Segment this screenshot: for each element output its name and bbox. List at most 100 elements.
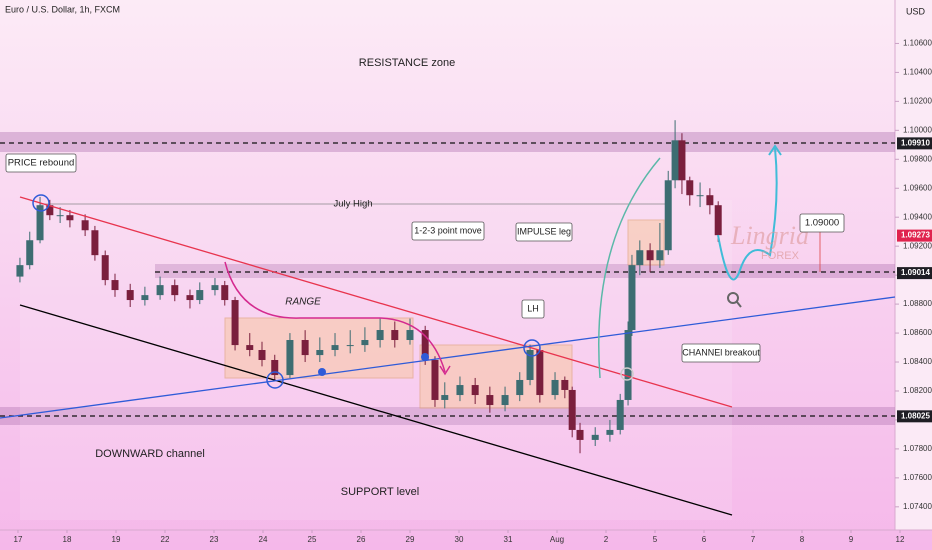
circle-marker <box>620 367 634 381</box>
price-tag-label: 1.09273 <box>901 231 930 240</box>
candle-body <box>316 350 324 356</box>
candle-body <box>376 330 384 341</box>
support-band <box>0 407 895 425</box>
candle-body <box>36 205 44 241</box>
y-tick-label: 1.09600 <box>903 183 932 192</box>
candle-body <box>81 220 89 231</box>
channel-bottom <box>19 304 733 516</box>
resistance-band <box>0 132 895 152</box>
x-tick-label: 7 <box>751 535 756 544</box>
projection-path <box>717 147 778 281</box>
annotation: 1.09000 <box>805 218 839 229</box>
candle-body <box>258 350 266 360</box>
candle-body <box>406 330 414 341</box>
y-tick-label: 1.09200 <box>903 241 932 250</box>
candle-body <box>286 340 294 376</box>
x-tick-label: 25 <box>308 535 317 544</box>
x-tick-label: 22 <box>161 535 170 544</box>
candle-body <box>221 285 229 301</box>
candle-body <box>536 350 544 396</box>
candle-body <box>26 240 34 266</box>
annotation: CHANNEl breakout <box>682 347 760 357</box>
annotation: RANGE <box>285 297 321 308</box>
y-tick-label: 1.08600 <box>903 328 932 337</box>
y-tick-label: 1.10600 <box>903 39 932 48</box>
candle-body <box>678 140 686 181</box>
candle-body <box>471 385 479 396</box>
x-tick-label: 8 <box>800 535 805 544</box>
x-tick-label: 24 <box>259 535 268 544</box>
curve-arrow <box>224 261 446 373</box>
candle-body <box>301 340 309 356</box>
candle-body <box>101 255 109 281</box>
candle-body <box>616 399 624 430</box>
x-tick-label: 12 <box>896 535 905 544</box>
candle-body <box>16 265 24 277</box>
y-tick-label: 1.07600 <box>903 473 932 482</box>
point <box>318 368 326 376</box>
candle-body <box>714 205 722 236</box>
x-tick-label: 29 <box>406 535 415 544</box>
label-box <box>5 153 77 173</box>
x-tick-label: 17 <box>14 535 23 544</box>
candle-body <box>156 285 164 296</box>
candle-body <box>246 345 254 351</box>
candle-body <box>671 140 679 181</box>
arrow-head <box>439 365 451 376</box>
candle-body <box>696 195 704 197</box>
annotation: July High <box>333 199 372 210</box>
label-box <box>799 213 845 233</box>
price-tag-label: 1.09014 <box>901 268 930 277</box>
annotation: RESISTANCE zone <box>359 57 455 69</box>
candle-body <box>568 389 576 430</box>
candle-body <box>646 250 654 261</box>
candle-body <box>361 340 369 346</box>
x-tick-label: 2 <box>604 535 609 544</box>
candle-body <box>331 345 339 351</box>
x-tick-label: 9 <box>849 535 854 544</box>
annotation: DOWNWARD channel <box>95 448 205 460</box>
x-tick-label: 31 <box>504 535 513 544</box>
candle-body <box>686 180 694 196</box>
y-tick-label: 1.07800 <box>903 444 932 453</box>
candle-body <box>391 330 399 341</box>
mid-band <box>155 264 895 278</box>
impulse-arrow <box>598 157 661 379</box>
price-tag <box>897 410 932 423</box>
annotation: 1-2-3 point move <box>414 225 482 235</box>
circle-marker <box>266 371 284 389</box>
candle-body <box>271 359 279 376</box>
label-box <box>521 299 545 319</box>
candle-body <box>141 295 149 301</box>
chart-title: Euro / U.S. Dollar, 1h, FXCM <box>5 4 120 14</box>
candle-body <box>551 379 559 396</box>
label-box <box>411 221 485 241</box>
candle-body <box>636 250 644 266</box>
x-tick-label: 5 <box>653 535 658 544</box>
y-tick-label: 1.07400 <box>903 502 932 511</box>
y-tick-label: 1.08400 <box>903 357 932 366</box>
candle-body <box>56 215 64 217</box>
annotation: LH <box>527 303 539 313</box>
x-tick-label: 18 <box>63 535 72 544</box>
candle-body <box>231 300 239 346</box>
y-tick-label: 1.10200 <box>903 96 932 105</box>
range-box <box>224 317 414 379</box>
candle-body <box>606 429 614 435</box>
candle-body <box>526 350 534 380</box>
label-box <box>515 222 573 242</box>
price-tag-label: 1.08025 <box>901 411 930 420</box>
annotation: IMPULSE leg <box>517 226 571 236</box>
candle-body <box>211 285 219 291</box>
candle-body <box>186 295 194 301</box>
channel-top <box>19 196 733 408</box>
candle-body <box>576 429 584 440</box>
candle-body <box>516 379 524 396</box>
candle-body <box>66 215 74 221</box>
circle-marker <box>32 194 50 212</box>
candle-body <box>111 280 119 291</box>
x-tick-label: 26 <box>357 535 366 544</box>
candle-body <box>628 265 636 331</box>
